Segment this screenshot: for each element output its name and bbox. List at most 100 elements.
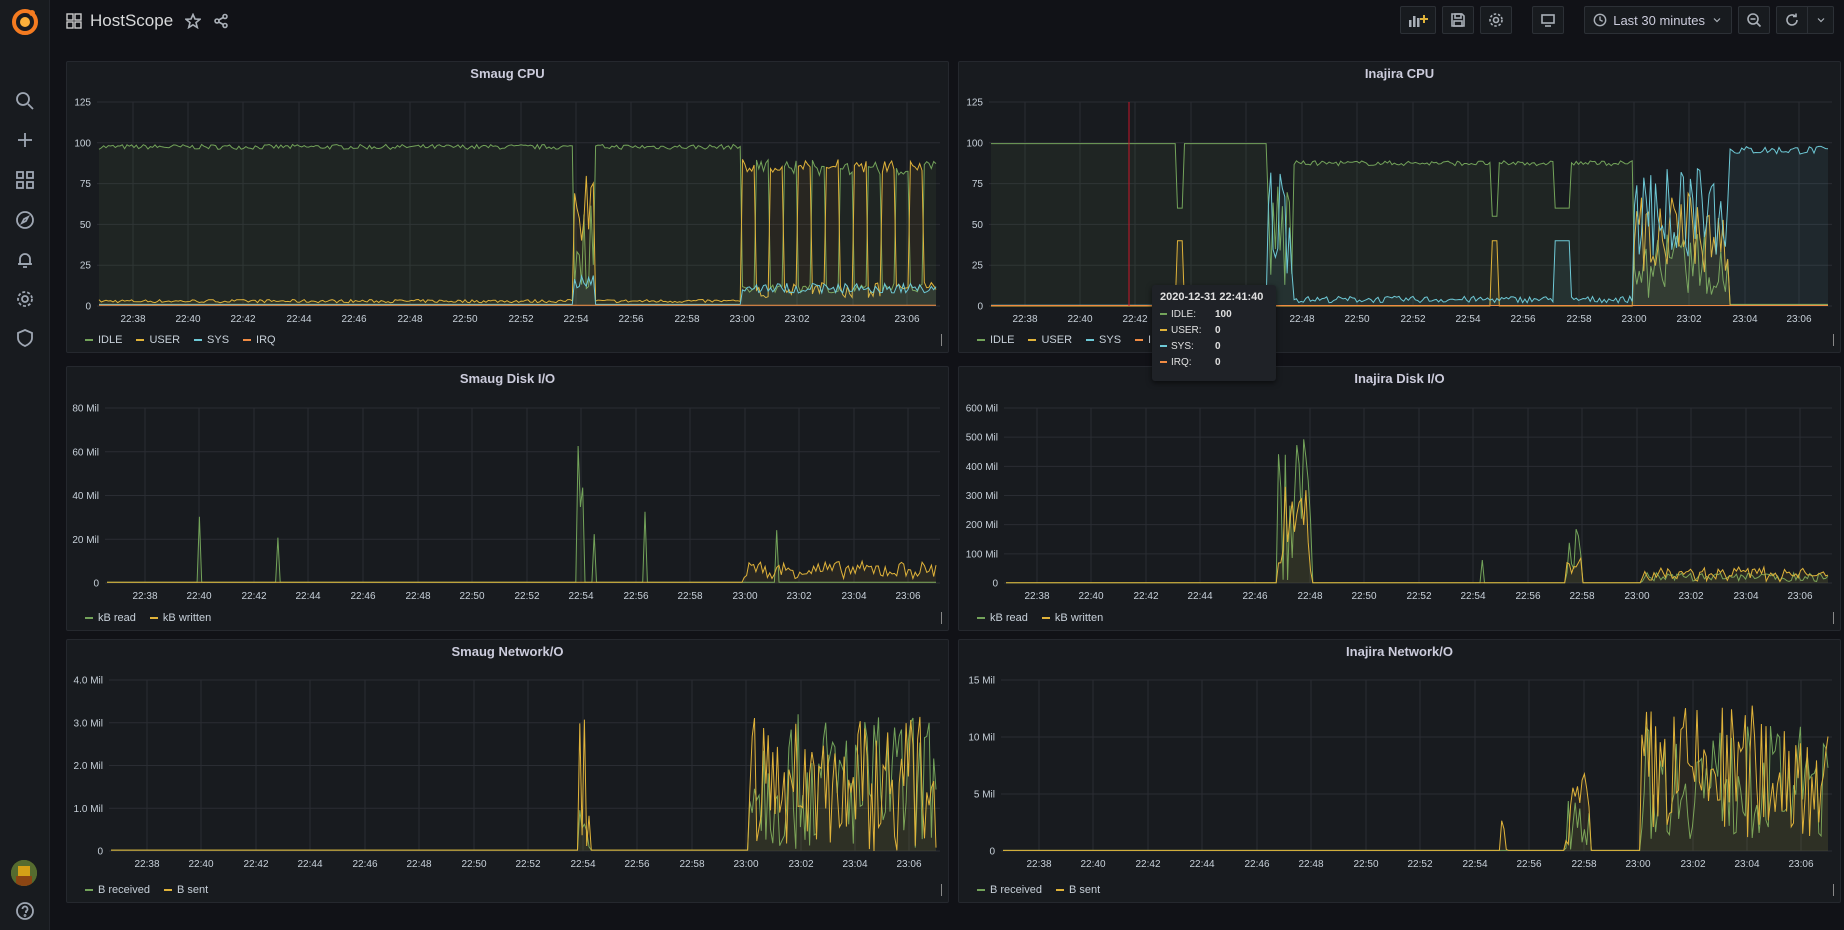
legend-item[interactable]: IDLE: [977, 334, 1014, 346]
x-tick-label: 22:40: [1067, 314, 1092, 325]
resize-handle[interactable]: [941, 884, 942, 896]
panel-smaug-disk-i-o[interactable]: Smaug Disk I/O 80 Mil 60 Mil 40 Mil 20 Mil 0 2…: [66, 366, 949, 631]
tooltip-value: 0: [1215, 324, 1221, 336]
legend-swatch: [1135, 339, 1144, 341]
graph-canvas[interactable]: 15 Mil 10 Mil 5 Mil 0 22:38 22:40 22:42 22:44 22…: [959, 640, 1842, 904]
y-tick-label: 0: [97, 847, 103, 858]
save-dashboard-button[interactable]: [1442, 6, 1475, 34]
x-tick-label: 22:48: [1298, 859, 1323, 870]
legend-swatch: [1028, 339, 1037, 341]
panel-smaug-network-o[interactable]: Smaug Network/O 4.0 Mil 3.0 Mil 2.0 Mil 1.0 …: [66, 639, 949, 903]
x-tick-label: 23:04: [1732, 314, 1757, 325]
y-tick-label: 600 Mil: [966, 404, 998, 415]
x-tick-label: 23:00: [1624, 591, 1649, 602]
legend-label: IRQ: [256, 334, 276, 346]
x-tick-label: 22:40: [175, 314, 200, 325]
legend-label: SYS: [1099, 334, 1122, 346]
time-range-picker[interactable]: Last 30 minutes: [1584, 6, 1732, 34]
legend-item[interactable]: kB written: [1041, 612, 1103, 624]
panel-title[interactable]: Smaug CPU: [470, 66, 545, 81]
plus-icon[interactable]: [12, 127, 38, 153]
resize-handle[interactable]: [941, 612, 942, 624]
x-tick-label: 22:42: [241, 591, 266, 602]
legend-item[interactable]: IRQ: [243, 334, 276, 346]
legend-item[interactable]: B received: [977, 884, 1042, 896]
x-tick-label: 23:04: [1734, 859, 1759, 870]
graph-canvas[interactable]: 125100755025022:3822:4022:4222:4422:4622…: [959, 62, 1842, 354]
alerting-bell-icon[interactable]: [12, 247, 38, 273]
legend-item[interactable]: B received: [85, 884, 150, 896]
legend-item[interactable]: USER: [1028, 334, 1072, 346]
x-tick-label: 22:48: [405, 591, 430, 602]
server-admin-shield-icon[interactable]: [12, 325, 38, 351]
x-tick-label: 22:56: [1515, 591, 1540, 602]
panel-title[interactable]: Smaug Network/O: [451, 644, 564, 659]
legend-swatch: [1055, 889, 1064, 891]
refresh-button[interactable]: [1776, 6, 1808, 34]
tooltip-swatch: [1160, 313, 1167, 315]
tooltip-value: 0: [1215, 340, 1221, 352]
panel-inajira-cpu[interactable]: Inajira CPU 125 100 75 50 25 0 22:38 22:40 22:42 2…: [958, 61, 1841, 353]
add-panel-button[interactable]: [1400, 6, 1437, 34]
panel-title[interactable]: Inajira Network/O: [1346, 644, 1453, 659]
y-tick-label: 300 Mil: [966, 491, 998, 502]
legend-item[interactable]: kB written: [149, 612, 211, 624]
panel-title[interactable]: Inajira CPU: [1364, 66, 1435, 81]
legend-item[interactable]: USER: [136, 334, 180, 346]
x-tick-label: 22:50: [459, 591, 484, 602]
x-tick-label: 22:48: [397, 314, 422, 325]
resize-handle[interactable]: [941, 334, 942, 346]
x-tick-label: 22:40: [186, 591, 211, 602]
sidebar: [0, 0, 50, 930]
legend-item[interactable]: SYS: [194, 334, 229, 346]
refresh-interval-dropdown[interactable]: [1808, 6, 1834, 34]
zoom-out-button[interactable]: [1738, 6, 1770, 34]
grafana-logo-icon[interactable]: [10, 7, 40, 37]
avatar[interactable]: [11, 860, 37, 886]
legend-item[interactable]: SYS: [1086, 334, 1121, 346]
legend-item[interactable]: B sent: [1055, 884, 1101, 896]
graph-canvas[interactable]: 80 Mil 60 Mil 40 Mil 20 Mil 0 22:38 22:40 22:42…: [67, 367, 950, 632]
resize-handle[interactable]: [1833, 612, 1834, 624]
explore-compass-icon[interactable]: [12, 207, 38, 233]
graph-canvas[interactable]: 600 Mil 500 Mil 400 Mil 300 Mil 200 Mil 100 M…: [959, 367, 1842, 632]
x-tick-label: 22:38: [132, 591, 157, 602]
y-tick-label: 200 Mil: [966, 520, 998, 531]
graph-legend: B received B sent: [977, 884, 1100, 896]
legend-item[interactable]: B sent: [163, 884, 209, 896]
star-icon[interactable]: [185, 13, 202, 29]
panel-inajira-network-o[interactable]: Inajira Network/O 15 Mil 10 Mil 5 Mil 0 22:38…: [958, 639, 1841, 903]
legend-item[interactable]: kB read: [977, 612, 1028, 624]
panel-inajira-disk-i-o[interactable]: Inajira Disk I/O 600 Mil 500 Mil 400 Mil 300…: [958, 366, 1841, 631]
legend-item[interactable]: kB read: [85, 612, 136, 624]
share-icon[interactable]: [213, 13, 229, 29]
dashboard-title[interactable]: HostScope: [90, 11, 174, 30]
panel-title[interactable]: Smaug Disk I/O: [459, 371, 556, 386]
x-tick-label: 22:52: [514, 591, 539, 602]
configuration-gear-icon[interactable]: [12, 286, 38, 312]
help-icon[interactable]: [12, 898, 38, 924]
legend-swatch: [149, 617, 158, 619]
panel-smaug-cpu[interactable]: Smaug CPU 125 100 75 50 25 0 22:38 22:40 22:42 22:…: [66, 61, 949, 353]
x-tick-label: 22:44: [1189, 859, 1214, 870]
x-tick-label: 22:52: [1406, 591, 1431, 602]
graph-canvas[interactable]: 4.0 Mil 3.0 Mil 2.0 Mil 1.0 Mil 0 22:38 22:40 2…: [67, 640, 950, 904]
y-tick-label: 4.0 Mil: [74, 676, 103, 687]
legend-label: B sent: [176, 884, 209, 896]
cycle-view-mode-button[interactable]: [1532, 6, 1565, 34]
legend-label: B sent: [1068, 884, 1101, 896]
x-tick-label: 22:42: [230, 314, 255, 325]
dashboard-settings-button[interactable]: [1480, 6, 1513, 34]
series-line: [1006, 486, 1829, 584]
dashboards-icon[interactable]: [12, 167, 38, 193]
resize-handle[interactable]: [1833, 334, 1834, 346]
legend-item[interactable]: IDLE: [85, 334, 122, 346]
x-tick-label: 22:58: [1566, 314, 1591, 325]
search-icon[interactable]: [12, 88, 38, 114]
legend-label: IDLE: [990, 334, 1015, 346]
panel-title[interactable]: Inajira Disk I/O: [1354, 371, 1445, 386]
series-area: [107, 446, 936, 583]
resize-handle[interactable]: [1833, 884, 1834, 896]
